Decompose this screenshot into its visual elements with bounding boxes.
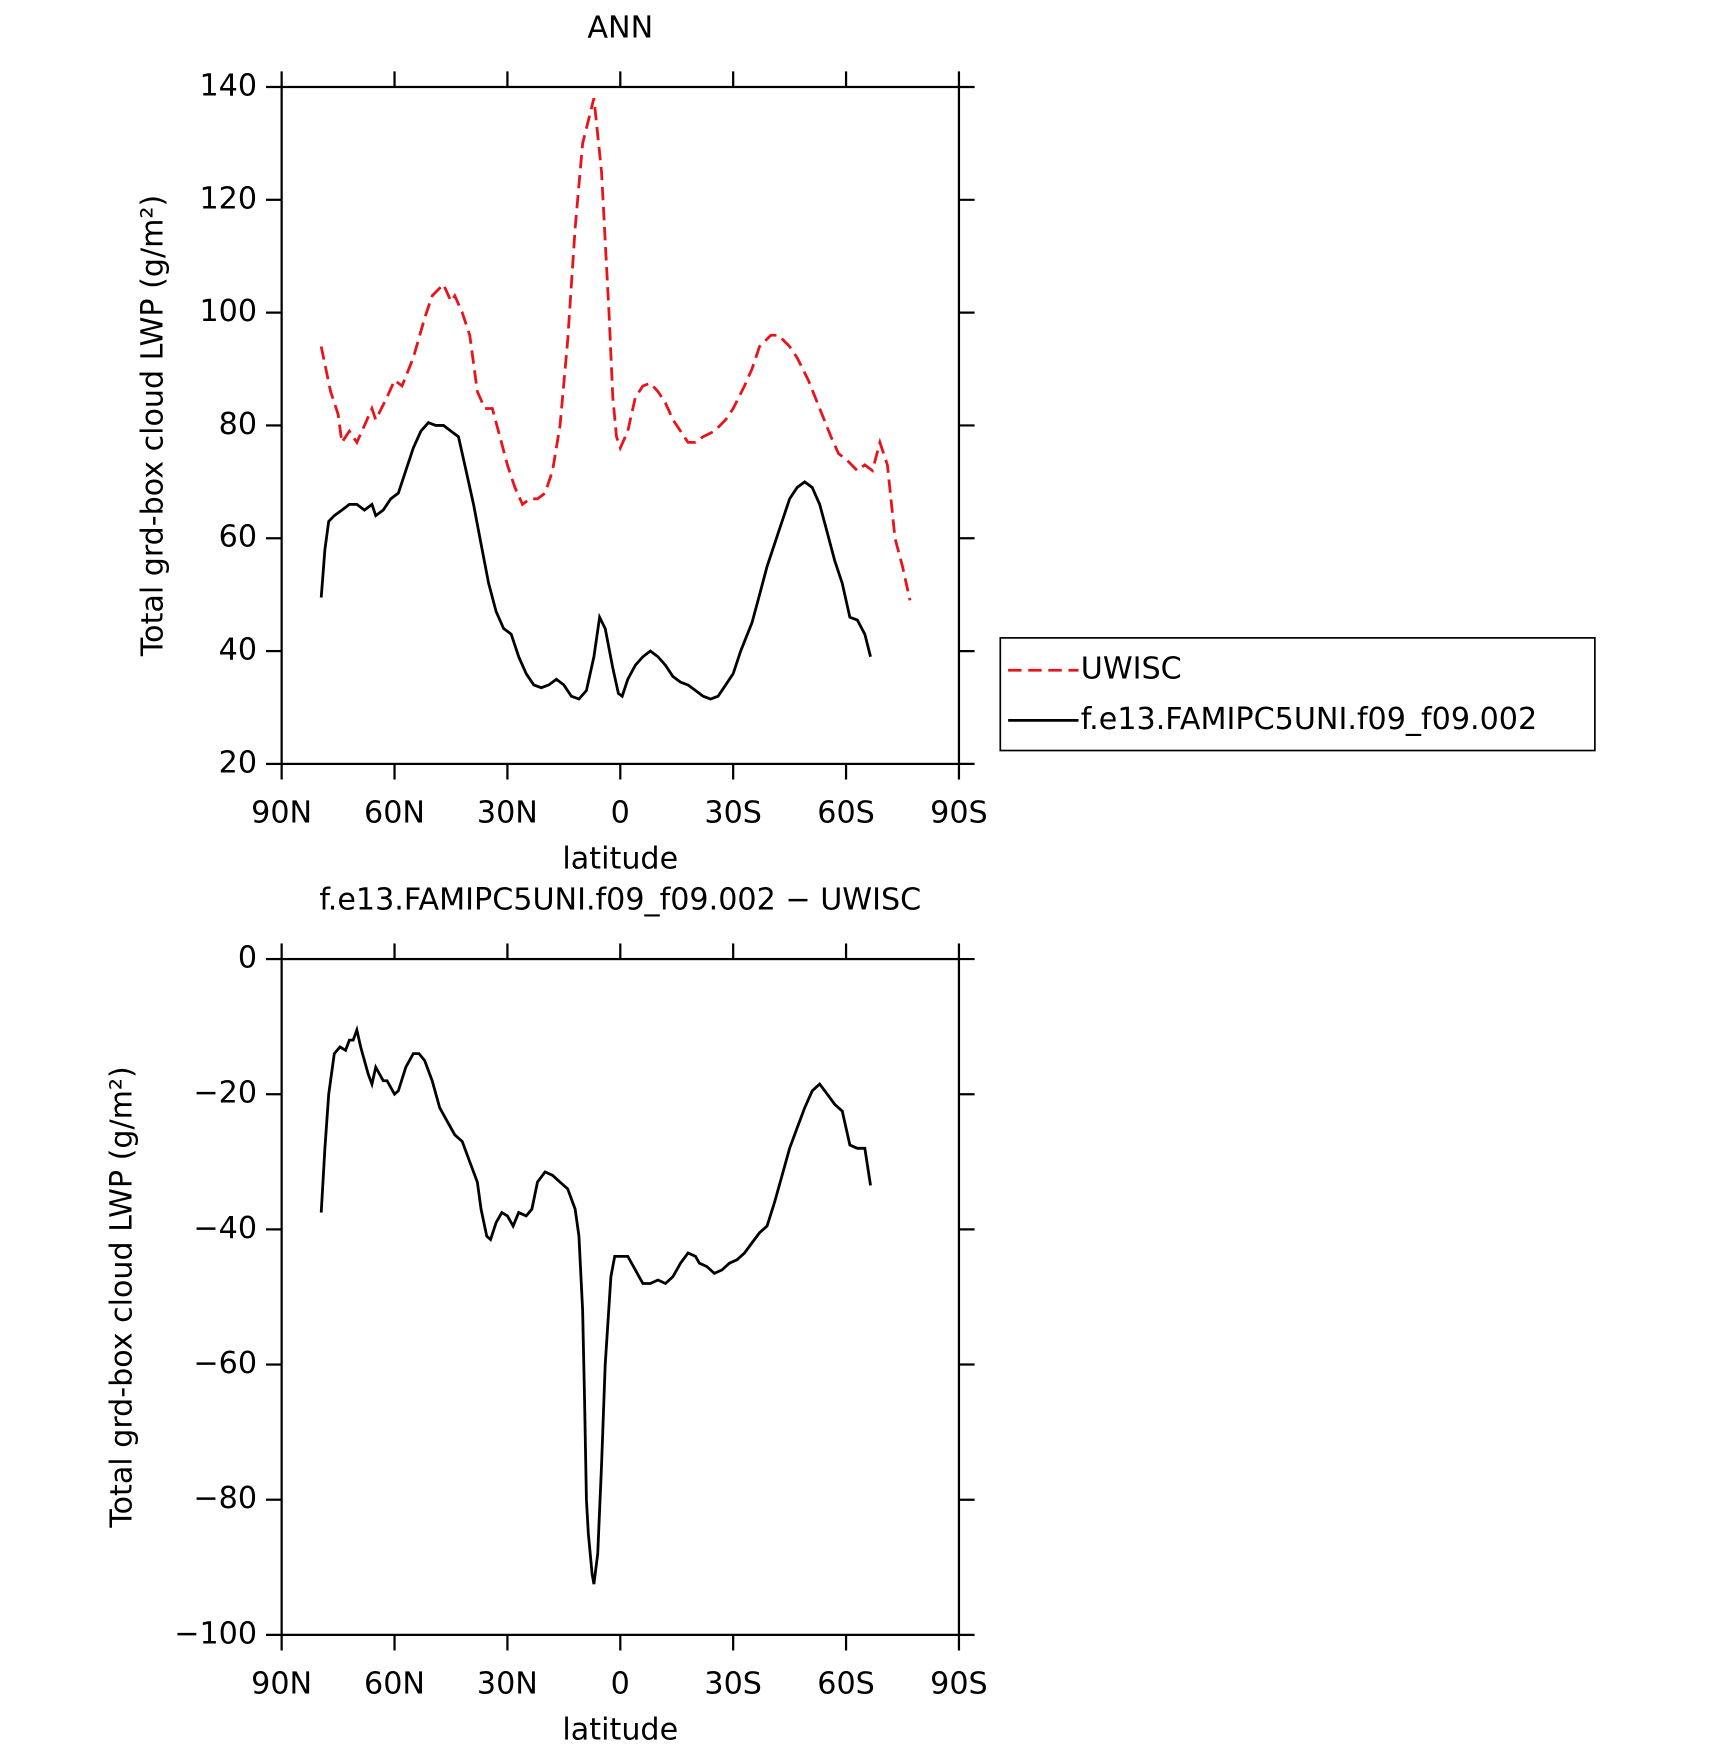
- x-tick-label: 0: [611, 796, 630, 831]
- y-tick-label: 40: [219, 633, 257, 668]
- x-axis-label: latitude: [562, 841, 678, 876]
- x-tick-label: 30S: [704, 796, 762, 831]
- y-axis-label: Total grd-box cloud LWP (g/m²): [104, 1066, 139, 1528]
- y-tick-label: −20: [193, 1076, 257, 1111]
- plot-frame: [280, 957, 961, 1636]
- x-tick-label: 60S: [817, 796, 875, 831]
- x-tick-label: 60N: [364, 796, 425, 831]
- legend-box: [999, 637, 1596, 752]
- legend-label: f.e13.FAMIPC5UNI.f09_f09.002: [1081, 702, 1537, 737]
- x-tick-label: 30N: [477, 1667, 538, 1702]
- x-tick-label: 90S: [930, 1667, 988, 1702]
- legend-label: UWISC: [1081, 652, 1182, 687]
- x-tick-label: 30S: [704, 1667, 762, 1702]
- chart-title: f.e13.FAMIPC5UNI.f09_f09.002 − UWISC: [319, 883, 921, 918]
- x-tick-label: 60S: [817, 1667, 875, 1702]
- y-tick-label: 120: [199, 181, 257, 216]
- y-tick-label: 20: [219, 745, 257, 780]
- y-tick-label: −40: [193, 1211, 257, 1246]
- data-line: [319, 97, 912, 601]
- x-tick-label: 0: [611, 1667, 630, 1702]
- data-line: [319, 1025, 872, 1585]
- chart-title: ANN: [587, 11, 653, 46]
- plot-frame: [280, 85, 961, 766]
- x-tick-label: 60N: [364, 1667, 425, 1702]
- y-axis-label: Total grd-box cloud LWP (g/m²): [136, 195, 171, 657]
- y-tick-label: 140: [199, 69, 257, 104]
- y-tick-label: −100: [174, 1616, 257, 1651]
- x-tick-label: 90N: [251, 796, 312, 831]
- y-tick-label: −60: [193, 1346, 257, 1381]
- y-tick-label: 60: [219, 520, 257, 555]
- x-tick-label: 30N: [477, 796, 538, 831]
- x-tick-label: 90S: [930, 796, 988, 831]
- y-tick-label: 0: [238, 941, 257, 976]
- x-axis-label: latitude: [562, 1712, 678, 1747]
- y-tick-label: −80: [193, 1481, 257, 1516]
- y-tick-label: 80: [219, 407, 257, 442]
- data-line: [319, 421, 872, 701]
- x-tick-label: 90N: [251, 1667, 312, 1702]
- y-tick-label: 100: [199, 294, 257, 329]
